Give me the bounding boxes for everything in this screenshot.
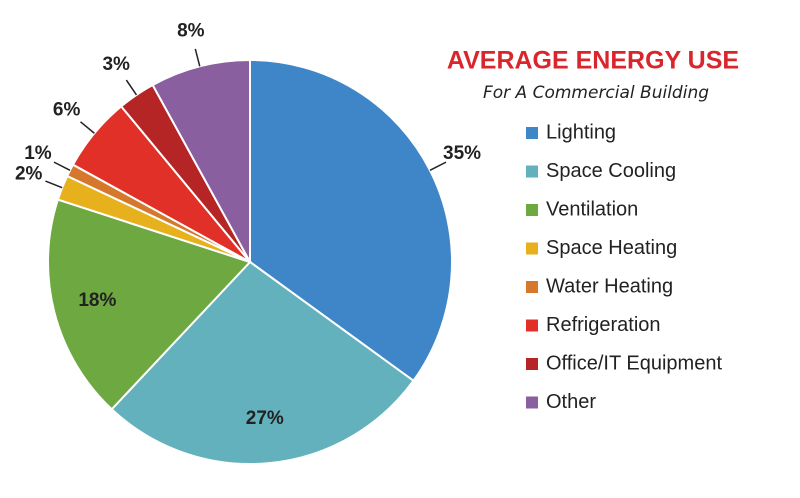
leader-line bbox=[45, 180, 63, 189]
data-label: 1% bbox=[24, 143, 52, 164]
legend-swatch bbox=[526, 396, 538, 409]
pie-slice bbox=[151, 58, 251, 263]
data-label: 18% bbox=[78, 290, 116, 311]
leader-line bbox=[429, 161, 447, 171]
leader-line bbox=[125, 79, 138, 96]
legend-label: Office/IT Equipment bbox=[546, 352, 722, 374]
legend-swatch bbox=[526, 165, 538, 178]
data-label: 6% bbox=[53, 99, 81, 120]
pie: 35% 27% 18% 2%1% 6% 3% 8% bbox=[15, 20, 481, 465]
legend-label: Space Cooling bbox=[546, 160, 676, 182]
legend-swatch bbox=[526, 319, 538, 332]
data-label: 2% bbox=[15, 163, 43, 184]
chart-title: AVERAGE ENERGY USE bbox=[447, 47, 739, 75]
leader-line bbox=[53, 161, 71, 171]
pie-slice bbox=[249, 58, 453, 383]
pie-slice bbox=[110, 260, 415, 465]
legend-swatch bbox=[526, 242, 538, 255]
pie-slice bbox=[47, 198, 252, 411]
legend-swatch bbox=[526, 358, 538, 370]
legend-label: Refrigeration bbox=[546, 314, 661, 336]
data-label: 27% bbox=[246, 408, 284, 429]
legend-swatch bbox=[526, 127, 538, 139]
legend-label: Other bbox=[546, 391, 596, 413]
leader-line bbox=[194, 48, 201, 67]
legend-swatch bbox=[526, 204, 538, 216]
data-label: 35% bbox=[443, 143, 481, 164]
legend: Lighting Space Cooling Ventilation Space He… bbox=[526, 121, 722, 413]
chart-subtitle: For A Commercial Building bbox=[483, 83, 709, 103]
legend-swatch bbox=[526, 281, 538, 293]
legend-label: Ventilation bbox=[546, 198, 638, 220]
legend-label: Water Heating bbox=[546, 275, 673, 297]
leader-line bbox=[80, 121, 95, 134]
data-label: 3% bbox=[102, 54, 130, 75]
legend-label: Lighting bbox=[546, 121, 616, 143]
legend-label: Space Heating bbox=[546, 237, 677, 259]
data-label: 8% bbox=[177, 20, 205, 41]
